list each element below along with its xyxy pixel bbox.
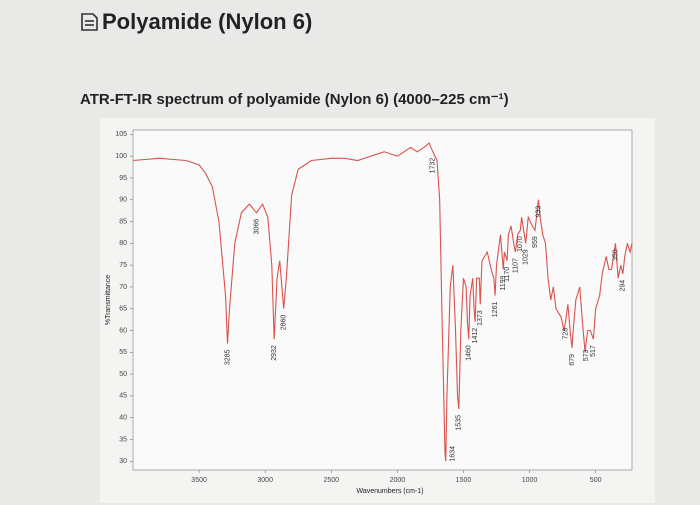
peak-label: 679 (569, 354, 576, 366)
peak-label: 1070 (517, 236, 524, 252)
x-tick-label: 3500 (191, 477, 207, 484)
peak-label: 3285 (224, 349, 231, 365)
x-tick-label: 2500 (323, 477, 339, 484)
y-tick-label: 45 (119, 393, 127, 400)
y-tick-label: 90 (119, 197, 127, 204)
y-tick-label: 70 (119, 284, 127, 291)
peak-label: 933 (535, 206, 542, 218)
y-axis-label: %Transmittance (105, 275, 112, 325)
y-tick-label: 105 (115, 131, 127, 138)
x-tick-label: 3000 (257, 477, 273, 484)
x-tick-label: 1500 (456, 477, 472, 484)
peak-label: 1732 (430, 158, 437, 174)
peak-label: 517 (590, 345, 597, 357)
y-tick-label: 55 (119, 349, 127, 356)
spectrum-line (132, 142, 633, 462)
peak-label: 1261 (492, 302, 499, 318)
x-tick-label: 500 (590, 477, 602, 484)
page-title: Polyamide (Nylon 6) (102, 9, 312, 34)
y-tick-label: 50 (119, 371, 127, 378)
y-tick-label: 30 (119, 458, 127, 465)
peak-label: 1412 (472, 328, 479, 344)
peak-label: 1029 (523, 249, 530, 265)
peak-label: 1170 (504, 267, 511, 282)
chart-title: ATR-FT-IR spectrum of polyamide (Nylon 6… (80, 91, 509, 108)
peak-label: 728 (562, 328, 569, 340)
y-tick-label: 75 (119, 262, 127, 269)
peak-label: 573 (583, 349, 590, 361)
x-axis-label: Wavenumbers (cm-1) (356, 488, 423, 495)
y-tick-label: 100 (115, 153, 127, 160)
y-tick-label: 65 (119, 306, 127, 313)
peak-label: 2932 (271, 345, 278, 361)
plot-area (132, 129, 633, 471)
y-tick-label: 35 (119, 436, 127, 443)
x-tick-label: 2000 (390, 477, 406, 484)
y-tick-label: 85 (119, 218, 127, 225)
peak-label: 1107 (512, 258, 519, 273)
peak-label: 350 (612, 249, 619, 261)
peak-label: 1535 (456, 415, 463, 431)
y-tick-label: 40 (119, 415, 127, 422)
y-tick-label: 80 (119, 240, 127, 247)
peak-label: 3066 (253, 219, 260, 235)
doc-icon (81, 13, 98, 31)
peak-label: 1199 (500, 275, 507, 290)
peak-label: 2860 (281, 315, 288, 331)
y-tick-label: 60 (119, 327, 127, 334)
peak-label: 1460 (466, 345, 473, 361)
x-tick-label: 1000 (522, 477, 538, 484)
peak-label: 1373 (477, 310, 484, 326)
peak-label: 959 (532, 236, 539, 248)
peak-label: 1634 (450, 446, 457, 462)
peak-label: 294 (620, 280, 627, 292)
y-tick-label: 95 (119, 175, 127, 182)
